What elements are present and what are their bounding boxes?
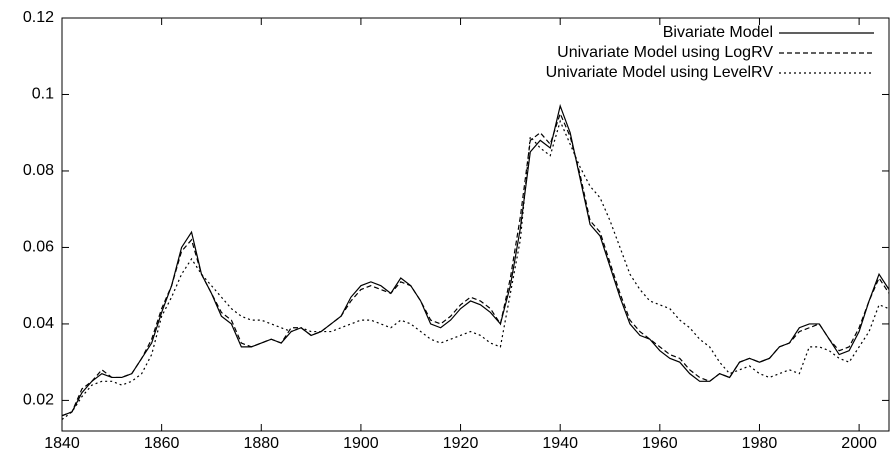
legend-label: Univariate Model using LogRV — [557, 44, 773, 61]
series-line — [61, 103, 890, 417]
x-tick-label: 1860 — [144, 435, 180, 452]
x-tick-label: 1980 — [742, 435, 778, 452]
x-tick-label: 1920 — [443, 435, 479, 452]
legend-label: Bivariate Model — [663, 24, 773, 41]
x-tick-label: 1880 — [243, 435, 279, 452]
x-tick-label: 1960 — [642, 435, 678, 452]
y-tick-label: 0.02 — [23, 392, 54, 409]
series-line — [61, 111, 890, 417]
plot-border — [61, 17, 890, 432]
series-line — [61, 119, 890, 421]
y-tick-label: 0.08 — [23, 162, 54, 179]
y-tick-label: 0.1 — [32, 86, 54, 103]
y-tick-label: 0.06 — [23, 239, 54, 256]
x-tick-label: 1900 — [343, 435, 379, 452]
legend-label: Univariate Model using LevelRV — [546, 64, 774, 81]
x-tick-label: 1840 — [44, 435, 80, 452]
x-tick-label: 2000 — [841, 435, 877, 452]
x-tick-label: 1940 — [542, 435, 578, 452]
y-tick-label: 0.04 — [23, 315, 54, 332]
y-tick-label: 0.12 — [23, 9, 54, 26]
